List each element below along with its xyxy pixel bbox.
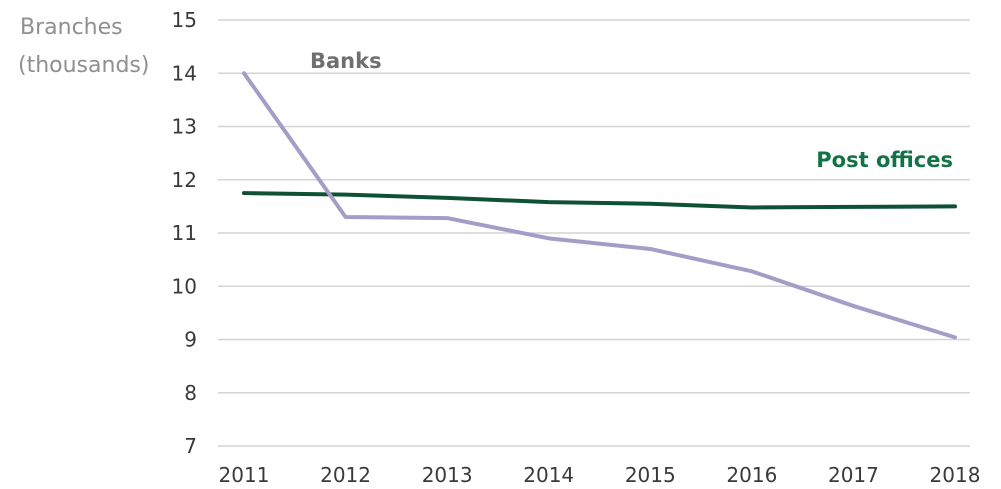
y-tick-label: 13	[172, 115, 197, 139]
x-tick-label: 2017	[828, 463, 879, 487]
y-tick-label: 11	[172, 221, 197, 245]
x-tick-label: 2014	[523, 463, 574, 487]
y-tick-label: 7	[184, 434, 197, 458]
x-tick-label: 2013	[422, 463, 473, 487]
x-tick-label: 2011	[219, 463, 270, 487]
series-label-banks: Banks	[310, 49, 382, 73]
y-tick-label: 14	[172, 61, 197, 85]
x-tick-label: 2015	[625, 463, 676, 487]
series-line-post-offices	[242, 191, 957, 210]
x-axis-ticks: 2011 2012 2013 2014 2015 2016 2017 2018	[219, 463, 981, 487]
x-tick-label: 2018	[930, 463, 981, 487]
y-axis-ticks: 7 8 9 10 11 12 13 14 15	[172, 8, 197, 458]
series-line-banks	[242, 71, 957, 340]
y-axis-title-line-2: (thousands)	[18, 53, 149, 78]
y-tick-label: 15	[172, 8, 197, 32]
y-tick-label: 10	[172, 274, 197, 298]
y-tick-label: 9	[184, 328, 197, 352]
y-tick-label: 8	[184, 381, 197, 405]
y-tick-label: 12	[172, 168, 197, 192]
gridlines	[218, 19, 970, 447]
x-tick-label: 2016	[726, 463, 777, 487]
x-tick-label: 2012	[320, 463, 371, 487]
series-label-post-offices: Post offices	[816, 148, 953, 172]
series-lines	[242, 71, 957, 340]
y-axis-title-line-1: Branches	[20, 15, 123, 40]
